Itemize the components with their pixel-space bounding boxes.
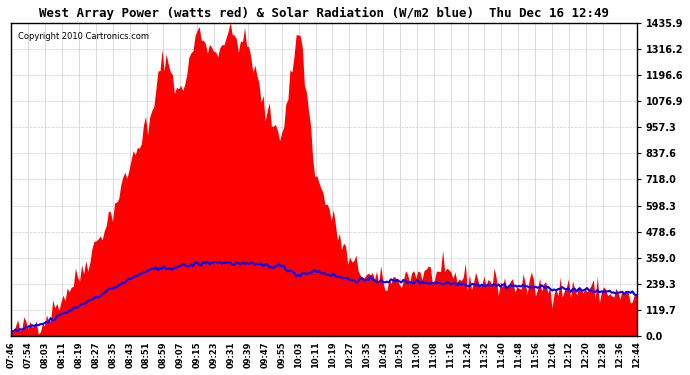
Text: Copyright 2010 Cartronics.com: Copyright 2010 Cartronics.com xyxy=(18,32,149,41)
Title: West Array Power (watts red) & Solar Radiation (W/m2 blue)  Thu Dec 16 12:49: West Array Power (watts red) & Solar Rad… xyxy=(39,7,609,20)
